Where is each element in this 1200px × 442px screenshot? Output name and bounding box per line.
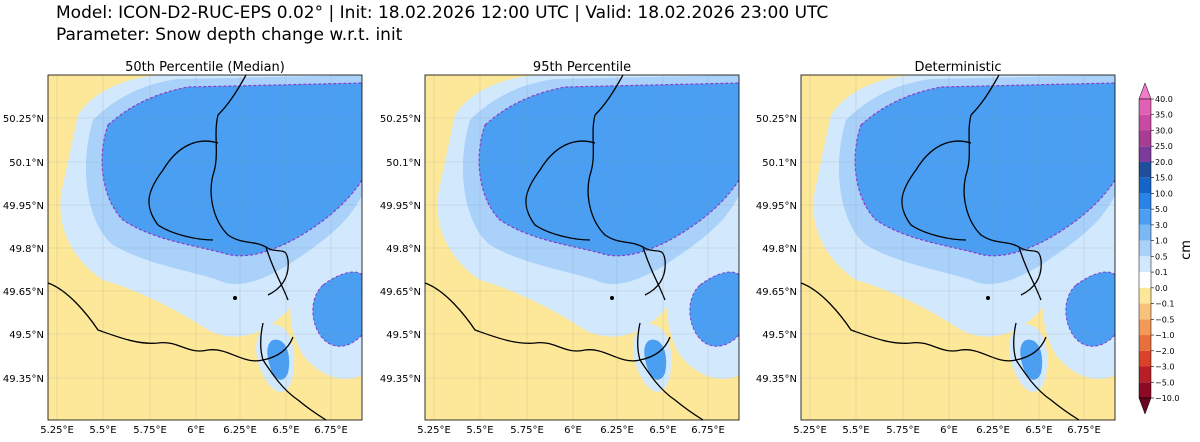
colorbar-segment: [1139, 272, 1151, 288]
x-tick-label: 5.75°E: [133, 425, 167, 436]
x-tick-label: 5.25°E: [417, 425, 451, 436]
colorbar-label: 1.0: [1155, 237, 1168, 246]
colorbar-label: 5.0: [1155, 205, 1168, 214]
colorbar-label: −0.1: [1155, 300, 1174, 309]
colorbar-segment: [1139, 319, 1151, 336]
panel-title: Deterministic: [915, 60, 1002, 75]
colorbar-segment: [1139, 335, 1151, 351]
colorbar-label: −1.0: [1155, 331, 1174, 340]
colorbar-label: 30.0: [1155, 126, 1173, 135]
y-tick-label: 50.25°N: [756, 114, 797, 125]
y-tick-label: 49.8°N: [762, 244, 797, 255]
colorbar-segment: [1139, 256, 1151, 273]
x-tick-label: 5.5°E: [842, 425, 869, 436]
colorbar-label: 0.0: [1155, 284, 1168, 293]
colorbar-label: −0.5: [1155, 315, 1174, 324]
x-tick-label: 5.25°E: [40, 425, 74, 436]
x-tick-label: 6.25°E: [223, 425, 257, 436]
x-tick-label: 6.75°E: [314, 425, 348, 436]
x-tick-label: 6.25°E: [600, 425, 634, 436]
y-tick-label: 49.95°N: [756, 201, 797, 212]
colorbar-segment: [1139, 350, 1151, 367]
x-tick-label: 6.25°E: [976, 425, 1010, 436]
colorbar-segment: [1139, 287, 1151, 304]
x-tick-label: 5.5°E: [466, 425, 493, 436]
colorbar-label: 0.1: [1155, 268, 1168, 277]
y-tick-label: 49.8°N: [386, 244, 421, 255]
y-tick-label: 49.35°N: [380, 374, 421, 385]
y-tick-label: 49.5°N: [386, 330, 421, 341]
colorbar-segment: [1139, 99, 1151, 115]
colorbar-segment: [1139, 193, 1151, 210]
map-panel: [800, 74, 1116, 421]
colorbar-segment: [1139, 130, 1151, 147]
colorbar-label: 40.0: [1155, 95, 1173, 104]
x-tick-label: 6°E: [564, 425, 582, 436]
colorbar-label: 15.0: [1155, 174, 1173, 183]
x-tick-label: 6°E: [187, 425, 205, 436]
colorbar-segment: [1139, 240, 1151, 257]
colorbar-label: 0.5: [1155, 252, 1168, 261]
x-tick-label: 6.75°E: [691, 425, 725, 436]
colorbar-label: 10.0: [1155, 189, 1173, 198]
colorbar-segment: [1139, 209, 1151, 225]
y-tick-label: 50.1°N: [386, 158, 421, 169]
colorbar-extend: [1138, 397, 1152, 415]
y-tick-label: 49.8°N: [9, 244, 44, 255]
x-tick-label: 6°E: [940, 425, 958, 436]
y-tick-label: 49.35°N: [756, 374, 797, 385]
colorbar-title: cm: [1179, 240, 1194, 260]
header-line: Model: ICON-D2-RUC-EPS 0.02° | Init: 18.…: [56, 3, 828, 23]
map-frame: [47, 74, 363, 421]
x-tick-label: 5.5°E: [89, 425, 116, 436]
map-frame: [800, 74, 1116, 421]
colorbar-label: −3.0: [1155, 363, 1174, 372]
y-tick-label: 50.25°N: [3, 114, 44, 125]
y-tick-label: 49.65°N: [756, 287, 797, 298]
y-tick-label: 49.5°N: [9, 330, 44, 341]
colorbar-segment: [1139, 114, 1151, 131]
x-tick-label: 6.5°E: [1025, 425, 1052, 436]
colorbar-label: −10.0: [1155, 394, 1180, 403]
y-tick-label: 49.65°N: [380, 287, 421, 298]
panel-title: 95th Percentile: [533, 60, 631, 75]
panel-title: 50th Percentile (Median): [125, 60, 285, 75]
colorbar-segment: [1139, 366, 1151, 383]
colorbar-segment: [1139, 177, 1151, 194]
colorbar-segment: [1139, 303, 1151, 320]
map-panel: [424, 74, 740, 421]
colorbar-segment: [1139, 382, 1151, 398]
x-tick-label: 5.75°E: [510, 425, 544, 436]
colorbar-label: −2.0: [1155, 347, 1174, 356]
x-tick-label: 6.5°E: [272, 425, 299, 436]
y-tick-label: 50.1°N: [9, 158, 44, 169]
y-tick-label: 49.35°N: [3, 374, 44, 385]
colorbar-segment: [1139, 161, 1151, 178]
y-tick-label: 49.65°N: [3, 287, 44, 298]
colorbar-label: 3.0: [1155, 221, 1168, 230]
colorbar-extend: [1138, 82, 1152, 100]
y-tick-label: 49.5°N: [762, 330, 797, 341]
colorbar-label: 20.0: [1155, 158, 1173, 167]
map-panel: [47, 74, 363, 421]
y-tick-label: 49.95°N: [380, 201, 421, 212]
y-tick-label: 50.25°N: [380, 114, 421, 125]
colorbar-label: 25.0: [1155, 142, 1173, 151]
x-tick-label: 5.75°E: [886, 425, 920, 436]
colorbar-segment: [1139, 224, 1151, 241]
colorbar-label: 35.0: [1155, 111, 1173, 120]
map-frame: [424, 74, 740, 421]
x-tick-label: 6.75°E: [1067, 425, 1101, 436]
y-tick-label: 50.1°N: [762, 158, 797, 169]
y-tick-label: 49.95°N: [3, 201, 44, 212]
colorbar-label: −5.0: [1155, 378, 1174, 387]
colorbar-frame: [1138, 98, 1152, 399]
x-tick-label: 6.5°E: [649, 425, 676, 436]
x-tick-label: 5.25°E: [793, 425, 827, 436]
colorbar-segment: [1139, 146, 1151, 162]
header-line: Parameter: Snow depth change w.r.t. init: [56, 25, 403, 45]
